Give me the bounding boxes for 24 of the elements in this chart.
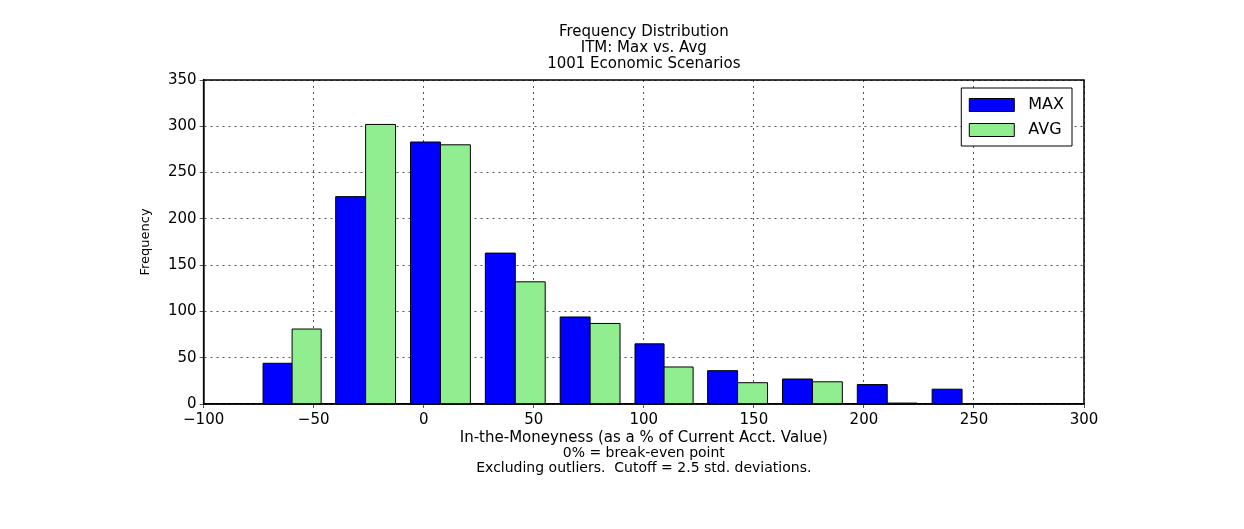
legend-label: MAX	[1028, 93, 1065, 113]
y-tick-label: 0	[187, 393, 197, 412]
x-tick-label: 300	[1069, 409, 1099, 428]
x-tick-label: 200	[849, 409, 879, 428]
chart-title: Frequency Distribution ITM: Max vs. Avg 1001 Economic Scenarios	[547, 22, 741, 72]
legend-label: AVG	[1028, 118, 1062, 138]
y-tick-label: 250	[167, 162, 197, 181]
y-tick-label: 150	[167, 255, 197, 274]
x-tick-label: 50	[524, 409, 544, 428]
x-tick-label: 150	[739, 409, 769, 428]
y-tick-label: 300	[167, 116, 197, 135]
text: Excluding outliers. Cutoff = 2.5 std. deviations.	[476, 459, 812, 475]
y-tick-label: 50	[177, 347, 197, 366]
x-axis-title: In-the-Moneyness (as a % of Current Acct. Value)	[459, 428, 828, 446]
text: 0% = break-even point	[562, 444, 726, 460]
x-tick-label: 250	[959, 409, 989, 428]
y-tick-label: 200	[167, 208, 197, 227]
y-axis-title: Frequency	[136, 208, 152, 276]
y-tick-label: 350	[167, 69, 197, 88]
x-tick-label: −100	[183, 409, 225, 428]
x-tick-label: 0	[418, 409, 429, 428]
x-tick-label: −50	[297, 409, 330, 428]
x-tick-label: 100	[629, 409, 659, 428]
y-tick-label: 100	[167, 301, 197, 320]
